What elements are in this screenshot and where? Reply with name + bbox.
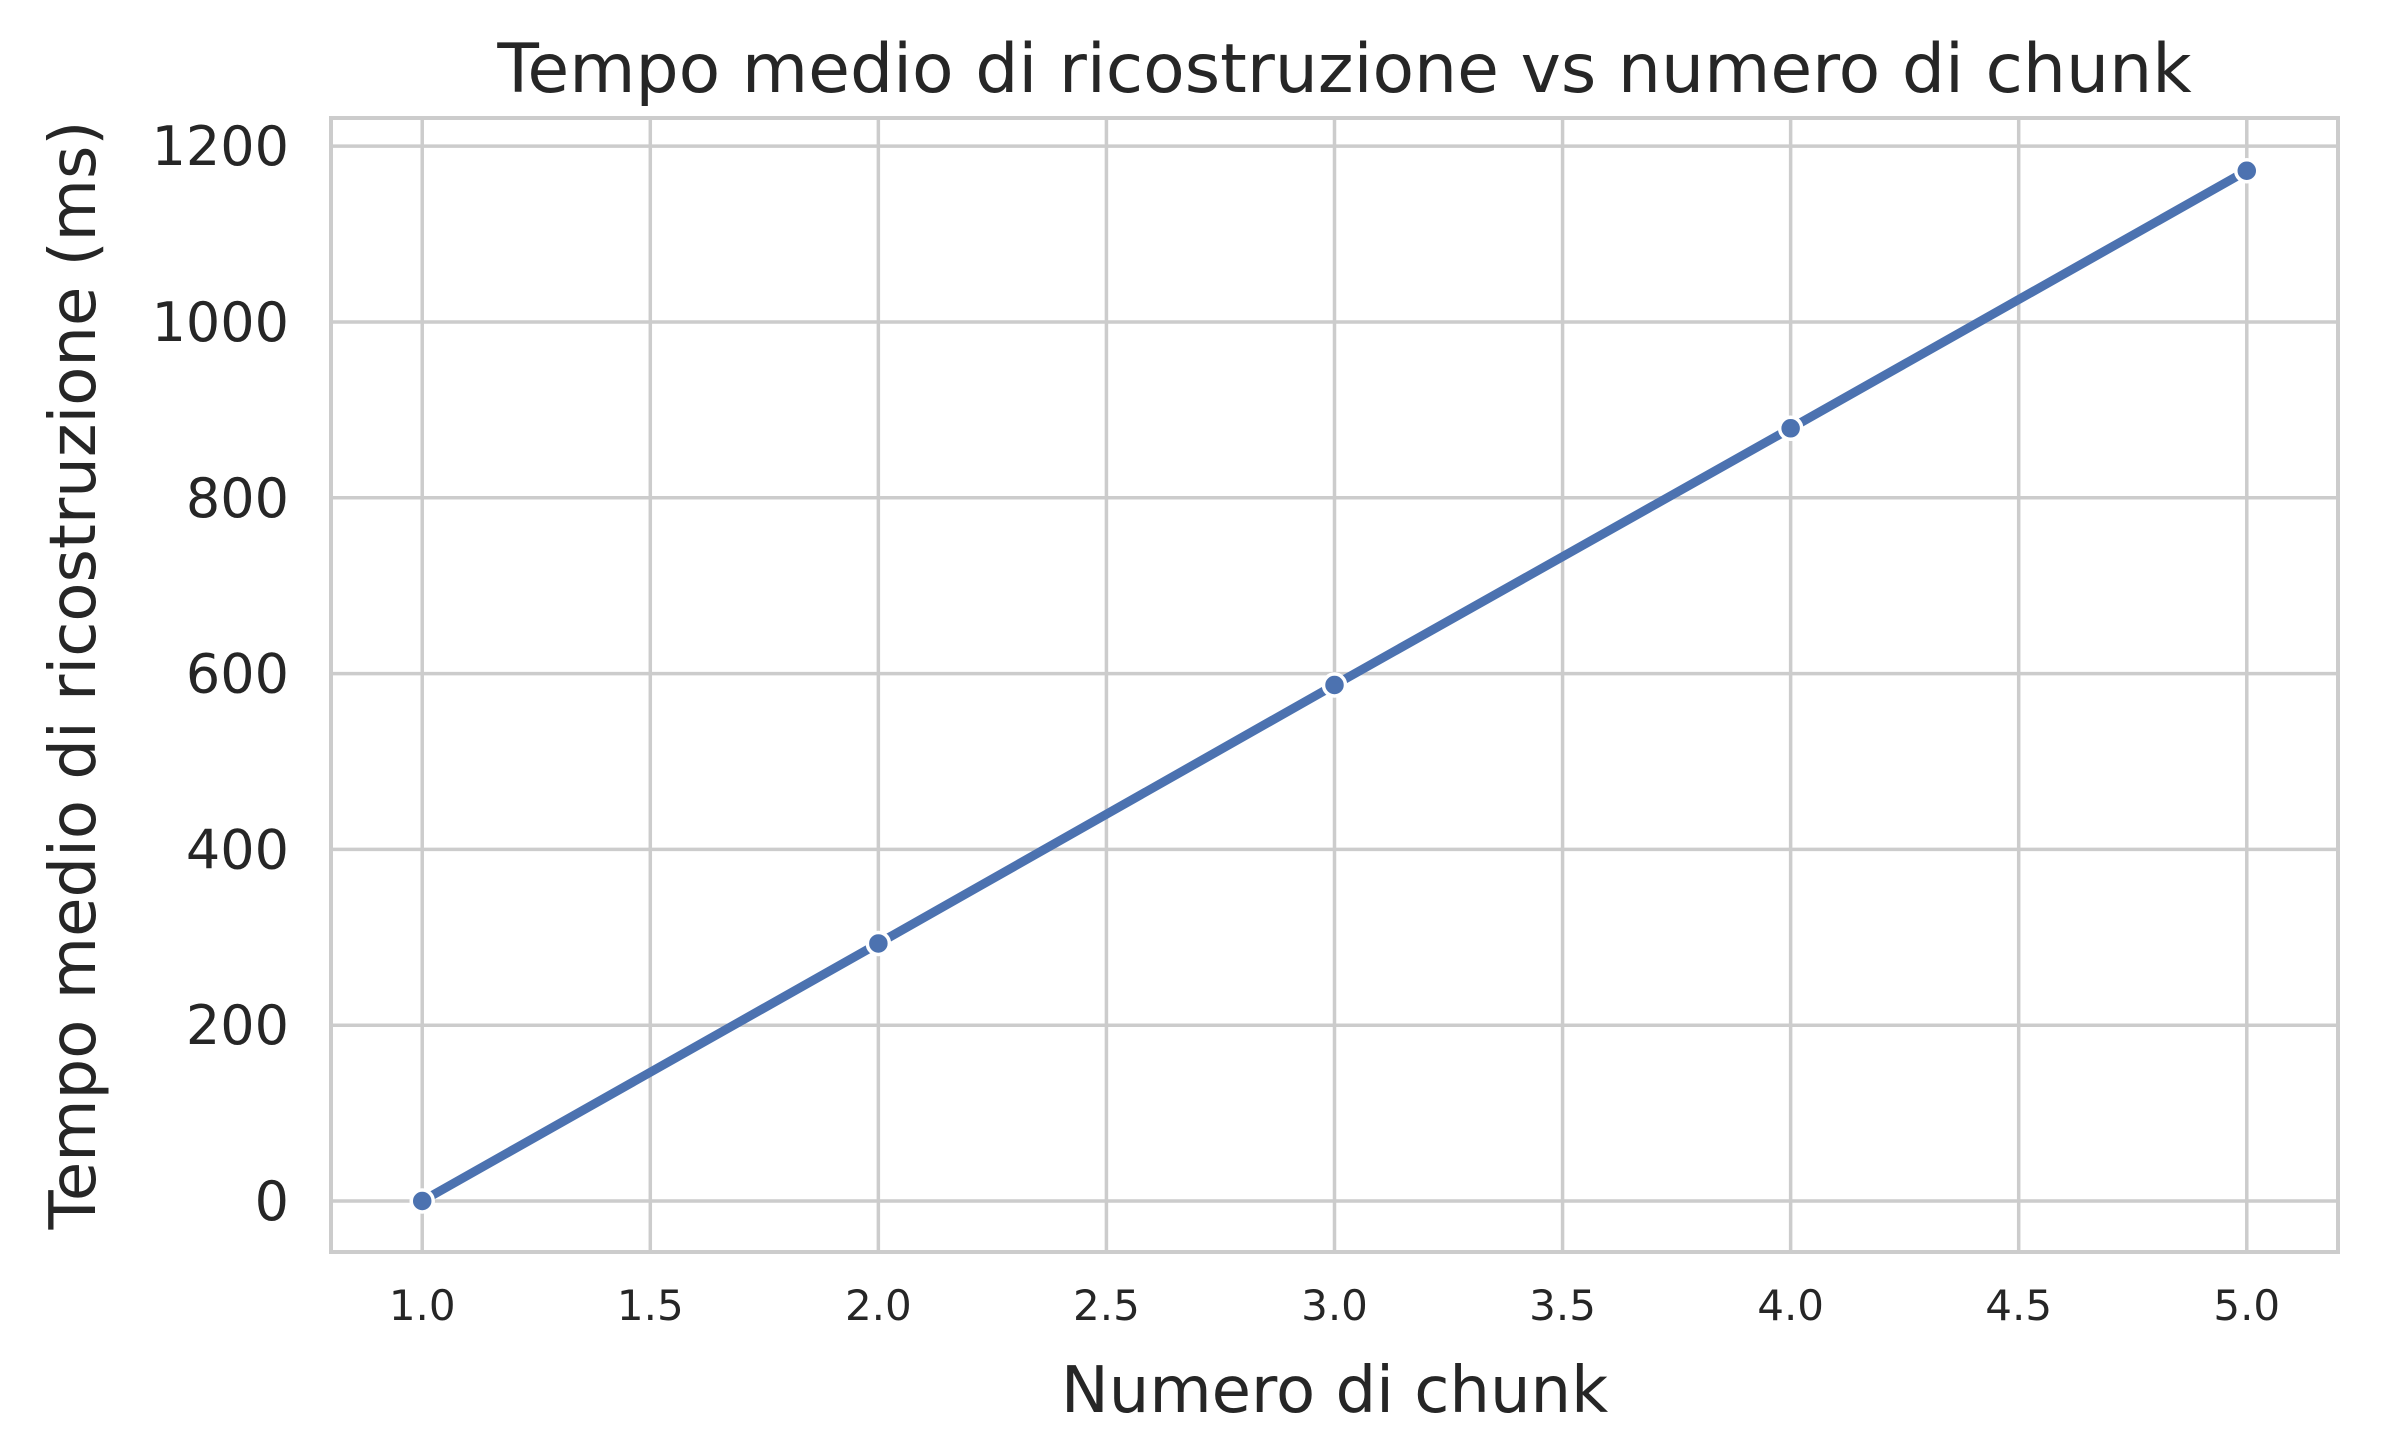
y-tick-label: 1200 [152, 115, 289, 178]
x-tick-label: 5.0 [2213, 1281, 2280, 1330]
data-point [1777, 415, 1804, 442]
y-tick-labels: 0 200 400 600 800 1000 1200 [152, 115, 289, 1233]
x-tick-labels: 1.0 1.5 2.0 2.5 3.0 3.5 4.0 4.5 5.0 [389, 1281, 2280, 1330]
y-tick-label: 1000 [152, 291, 289, 354]
data-point [409, 1188, 435, 1214]
x-tick-label: 3.5 [1529, 1281, 1596, 1330]
x-tick-label: 2.5 [1073, 1281, 1140, 1330]
x-tick-label: 4.0 [1757, 1281, 1824, 1330]
data-point [1321, 672, 1348, 698]
x-axis-label: Numero di chunk [1061, 1354, 1608, 1428]
x-tick-label: 1.0 [389, 1281, 456, 1330]
data-point [865, 930, 892, 957]
y-tick-label: 600 [186, 643, 289, 706]
chart-title: Tempo medio di ricostruzione vs numero d… [496, 30, 2192, 109]
y-axis-label: Tempo medio di ricostruzione (ms) [37, 121, 111, 1231]
plot-frame [329, 116, 2340, 1254]
y-tick-label: 200 [186, 994, 289, 1057]
y-tick-label: 0 [255, 1170, 289, 1233]
x-tick-label: 2.0 [845, 1281, 912, 1330]
x-tick-label: 4.5 [1985, 1281, 2052, 1330]
data-point [2234, 157, 2260, 184]
y-tick-label: 400 [186, 818, 289, 881]
y-tick-label: 800 [186, 467, 289, 530]
x-tick-label: 1.5 [617, 1281, 684, 1330]
x-tick-label: 3.0 [1301, 1281, 1368, 1330]
series-layer [409, 157, 2260, 1214]
